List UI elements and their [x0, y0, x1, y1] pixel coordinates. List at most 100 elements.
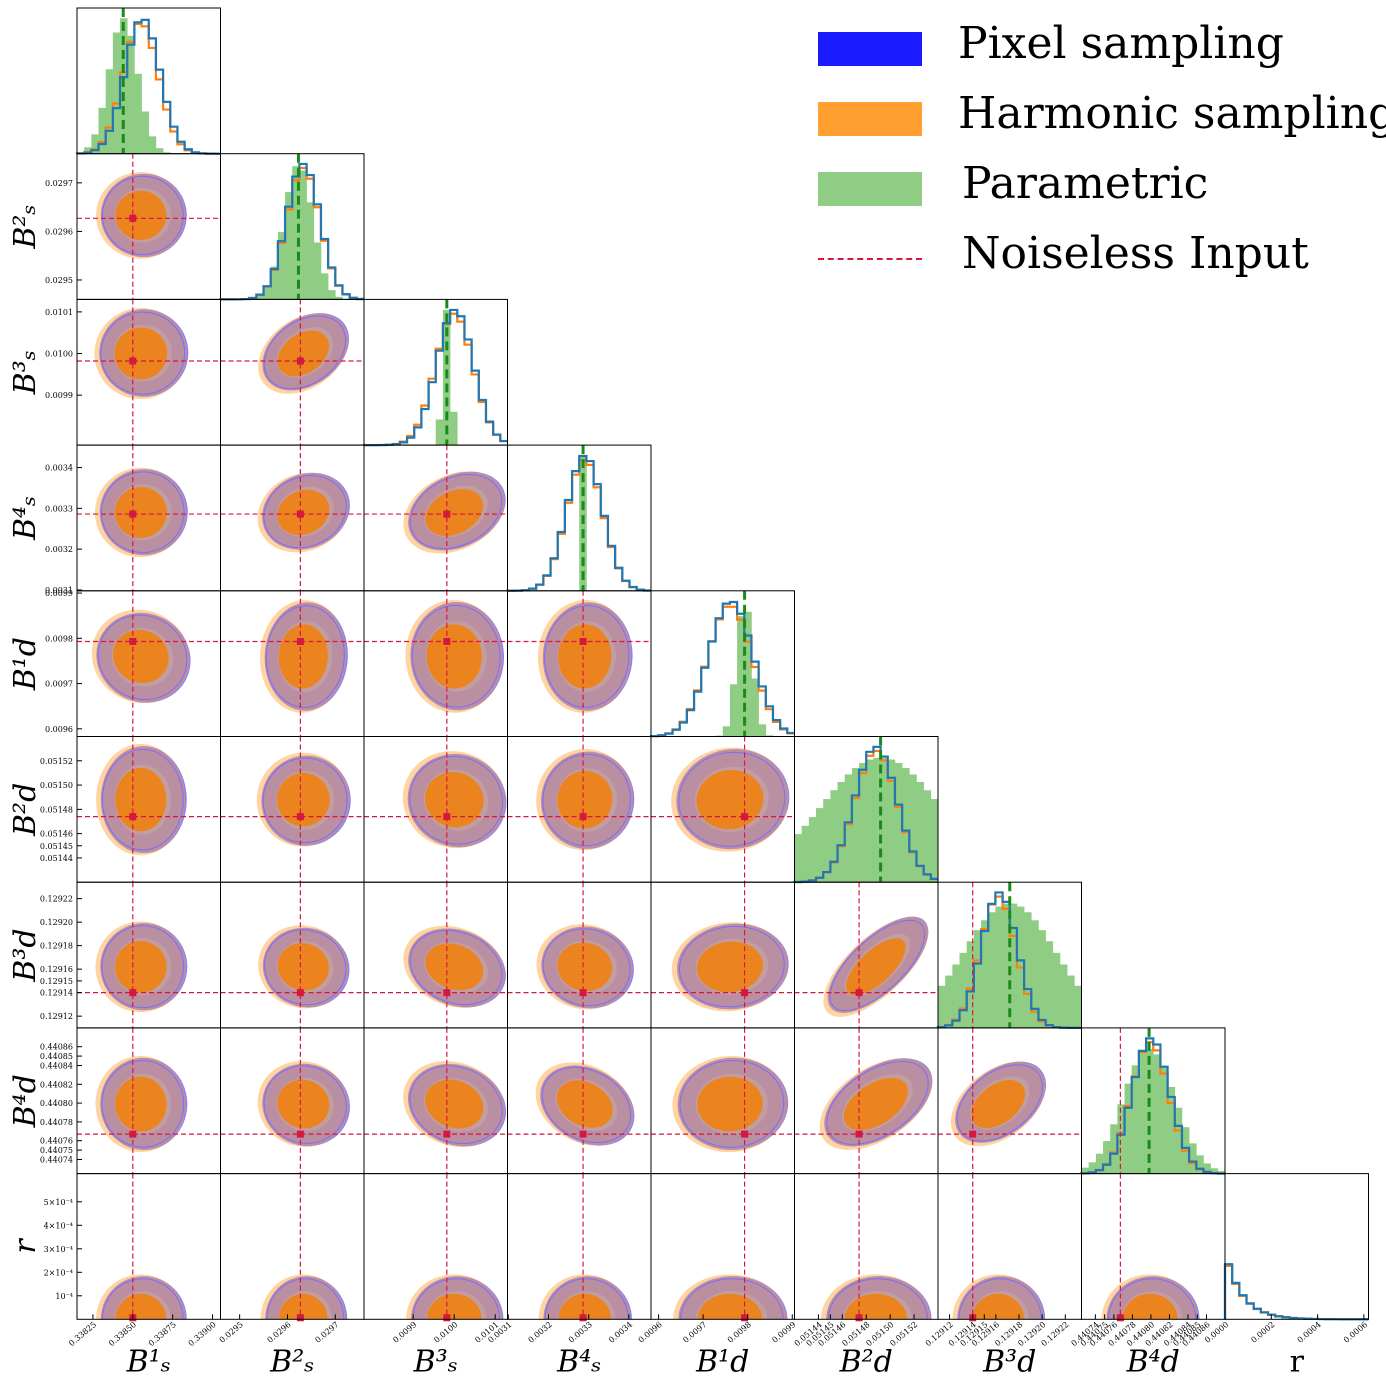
diagonal-panel-bd3 [936, 882, 1082, 1029]
pixel-contour-outline [958, 1278, 1042, 1320]
panel-bd4-vs-bd1 [651, 1027, 795, 1174]
y-axis-label-bd1: B¹d [8, 637, 43, 691]
panel-bd2-vs-bd1 [651, 736, 795, 883]
truth-marker [296, 357, 304, 365]
pixel-histogram [506, 454, 651, 592]
parametric-bar [435, 419, 444, 446]
harmonic-contour-1sigma [276, 772, 330, 827]
legend-item-harmonic: Harmonic sampling [810, 86, 1386, 146]
y-tick-label: 0.05152 [40, 757, 73, 766]
parametric-bar [112, 32, 121, 154]
pixel-contour-outline [101, 1060, 185, 1148]
pixel-contour-outline [542, 928, 631, 1007]
parametric-bar [141, 111, 150, 154]
pixel-contour-outline [409, 755, 503, 845]
parametric-bar [285, 192, 293, 300]
panel-bd3-vs-bd2 [794, 882, 938, 1028]
harmonic-histogram [1223, 1264, 1369, 1321]
parametric-bar [328, 290, 336, 300]
x-tick-label: 0.0099 [391, 1320, 418, 1345]
harmonic-contour-1sigma [115, 1076, 167, 1132]
truth-marker [741, 1130, 749, 1138]
truth-marker [296, 813, 304, 821]
panel-bs4-vs-bs3 [364, 445, 508, 591]
harmonic-contour-1sigma [115, 767, 167, 832]
harmonic-contour-1sigma [277, 943, 329, 991]
y-tick-label: 0.0096 [45, 725, 73, 734]
pixel-contour-outline [409, 474, 503, 550]
truth-marker [579, 1314, 587, 1322]
parametric-bar [155, 148, 164, 154]
panel-bd3-vs-bs2 [220, 882, 364, 1028]
harmonic-contour-1sigma [277, 1079, 330, 1129]
y-tick-label: 0.12914 [40, 989, 73, 998]
harmonic-contour-1sigma [844, 1293, 908, 1320]
parametric-bar [988, 912, 996, 1028]
parametric-bar [894, 763, 903, 883]
parametric-bar [1067, 975, 1075, 1028]
panel-bd3-vs-bs1 [77, 882, 221, 1028]
y-tick-label: 0.0031 [45, 586, 73, 595]
truth-marker [129, 989, 137, 997]
x-tick-label: 0.0098 [726, 1320, 753, 1345]
pixel-histogram [793, 745, 938, 884]
y-tick-label: 0.12915 [40, 977, 73, 986]
x-tick-label: 0.33825 [67, 1320, 98, 1348]
parametric-bar [1138, 1052, 1147, 1174]
y-tick-label: 0.0101 [45, 308, 73, 317]
truth-marker [129, 357, 137, 365]
parametric-bar [306, 202, 315, 300]
y-tick-label: 0.0297 [45, 179, 73, 188]
parametric-bar [163, 152, 171, 154]
panel-r-vs-bd4 [1101, 1173, 1200, 1322]
parametric-bar [1103, 1141, 1111, 1174]
truth-marker [1116, 1314, 1124, 1322]
harmonic-contour-1sigma [1122, 1293, 1178, 1320]
parametric-bar [1045, 941, 1054, 1028]
parametric-bar [744, 611, 752, 737]
x-tick-label: 0.0034 [607, 1320, 634, 1345]
parametric-bar [938, 985, 946, 1028]
diagonal-panel-bd4 [1080, 1027, 1226, 1175]
harmonic-contour-1sigma [697, 1293, 763, 1320]
parametric-bar [1203, 1163, 1211, 1174]
truth-marker [129, 510, 137, 518]
parametric-bar [765, 735, 774, 737]
x-tick-label: 0.0004 [1296, 1320, 1323, 1345]
truth-marker [443, 989, 451, 997]
parametric-bar [277, 232, 286, 300]
truth-marker [741, 1314, 749, 1322]
y-tick-label: 0.12918 [40, 942, 73, 951]
harmonic-contour-1sigma [114, 327, 168, 380]
panel-bd4-vs-bs2 [220, 1027, 364, 1174]
parametric-bar [981, 920, 989, 1028]
harmonic-contour-1sigma [278, 624, 328, 689]
panel-bd3-vs-bs4 [507, 882, 651, 1028]
panel-bd2-vs-bs3 [364, 736, 508, 883]
parametric-bar [127, 35, 135, 154]
panel-bd1-vs-bs3 [364, 590, 508, 737]
truth-marker [296, 1314, 304, 1322]
parametric-bar [1189, 1143, 1197, 1174]
pixel-contour-outline [266, 1278, 345, 1320]
x-tick-label: 0.0002 [1249, 1320, 1276, 1345]
parametric-bar [1009, 903, 1018, 1028]
diagonal-panel-bd2 [793, 736, 939, 884]
parametric-bar [84, 147, 92, 154]
truth-marker [296, 1130, 304, 1138]
diagonal-panel-bs2 [219, 153, 364, 301]
y-tick-label: 0.05150 [40, 781, 73, 790]
panel-bd3-vs-bd1 [651, 882, 795, 1028]
pixel-contour-outline [541, 1066, 632, 1144]
panel-bd4-vs-bs1 [77, 1027, 221, 1174]
y-tick-label: 4×10⁻⁴ [44, 1221, 73, 1230]
truth-marker [443, 637, 451, 645]
parametric-bar [995, 906, 1003, 1028]
parametric-bar [823, 799, 831, 883]
harmonic-contour-1sigma [114, 487, 167, 538]
truth-marker [296, 989, 304, 997]
x-tick-label: 0.33900 [187, 1320, 218, 1348]
parametric-bar [1217, 1171, 1226, 1174]
panel-r-vs-bd2 [820, 1173, 932, 1322]
pixel-histogram [1080, 1037, 1225, 1175]
